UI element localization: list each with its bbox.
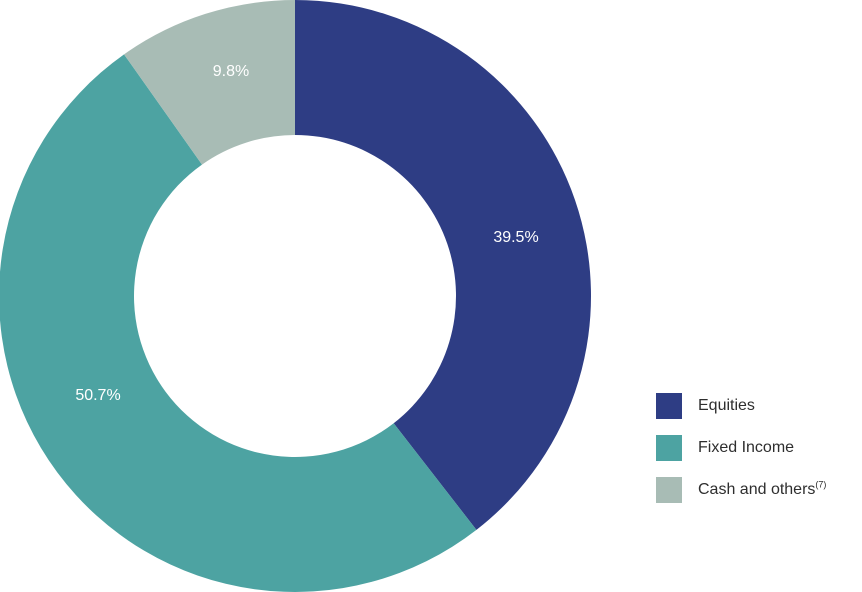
legend-label-equities: Equities <box>698 397 755 414</box>
legend-swatch-fixed-income <box>656 435 682 461</box>
legend-label-cash-and-others-text: Cash and others <box>698 481 816 498</box>
legend-swatch-cash-and-others <box>656 477 682 503</box>
slice-equities <box>295 0 591 530</box>
legend-footnote-marker: (7) <box>815 479 827 490</box>
slice-label-equities: 39.5% <box>493 229 538 246</box>
chart-slice-labels: 39.5% 50.7% 9.8% <box>75 63 538 404</box>
legend-swatch-equities <box>656 393 682 419</box>
slice-fixed-income <box>0 54 477 592</box>
slice-cash-and-others <box>124 0 295 165</box>
legend-item-cash-and-others: Cash and others(7) <box>656 477 862 503</box>
legend-item-fixed-income: Fixed Income <box>656 435 862 461</box>
slice-label-cash-and-others: 9.8% <box>213 63 249 80</box>
legend-label-fixed-income: Fixed Income <box>698 439 795 456</box>
chart-slices <box>0 0 591 592</box>
legend-item-equities: Equities <box>656 393 862 419</box>
slice-label-fixed-income: 50.7% <box>75 387 120 404</box>
legend-label-cash-and-others: Cash and others(7) <box>698 479 827 499</box>
chart-legend: Equities Fixed Income Cash and others(7) <box>656 393 862 519</box>
